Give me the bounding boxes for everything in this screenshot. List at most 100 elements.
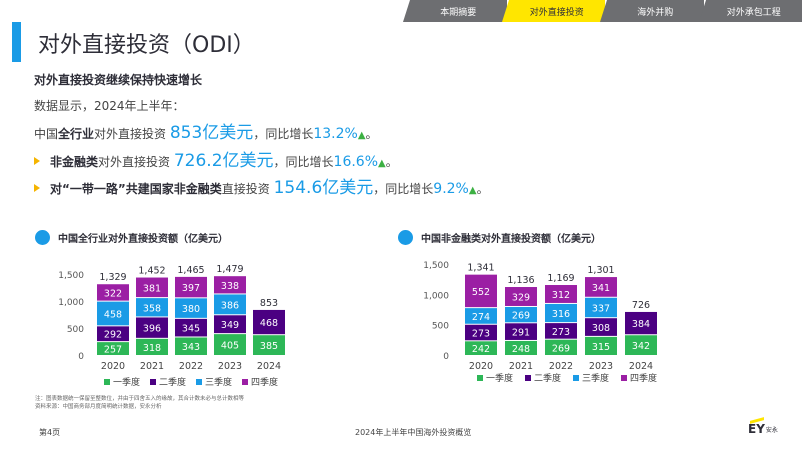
total-label: 1,301	[587, 265, 614, 276]
legend-swatch	[150, 379, 156, 385]
legend-swatch	[104, 379, 110, 385]
text: ，同比增长	[253, 127, 314, 141]
legend-label: 三季度	[582, 372, 609, 384]
bar-segment	[545, 323, 577, 339]
bar-segment	[585, 297, 617, 318]
value: 853亿美元	[169, 123, 254, 143]
total-label: 1,479	[216, 264, 243, 275]
text: ，同比增长	[373, 182, 434, 196]
data-label: 291	[512, 328, 530, 339]
bar-segment	[175, 337, 207, 355]
tab-odi[interactable]: 对外直接投资	[501, 0, 605, 22]
legend-label: 四季度	[630, 372, 657, 384]
total-label: 853	[260, 298, 278, 309]
data-label: 242	[472, 344, 490, 355]
highlight-line-belt-road: 对“一带一路”共建国家非金融类直接投资 154.6亿美元，同比增长9.2%▲。	[34, 173, 489, 198]
footer-title: 2024年上半年中国海外投资概览	[355, 428, 472, 437]
text: 中国	[34, 127, 59, 141]
legend-label: 三季度	[205, 376, 232, 388]
text: 。	[476, 182, 489, 196]
bar-segment	[465, 324, 497, 341]
y-tick-label: 1,000	[58, 298, 84, 308]
tab-label: 对外直接投资	[529, 7, 584, 18]
bar-segment	[214, 294, 246, 315]
bullet-dot-icon	[398, 230, 413, 245]
bar-segment	[465, 341, 497, 355]
up-arrow-icon: ▲	[357, 130, 366, 141]
bar-segment	[505, 340, 537, 355]
chart-title-text: 中国全行业对外直接投资额（亿美元）	[58, 234, 228, 245]
data-label: 343	[182, 342, 200, 353]
x-tick-label: 2023	[589, 361, 613, 372]
total-label: 1,452	[138, 266, 165, 277]
legend-swatch	[477, 375, 483, 381]
chart-nonfinancial-odi: 0 500 1,000 1,500 242 273 274 552 1,341 2020 248 29…	[423, 261, 657, 384]
data-label: 397	[182, 283, 200, 294]
text: 对外直接投资	[94, 127, 170, 141]
total-label: 726	[632, 300, 650, 311]
bar-segment	[214, 315, 246, 334]
x-tick-label: 2024	[629, 361, 653, 372]
bullet-triangle-icon	[34, 184, 40, 192]
data-label: 248	[512, 344, 530, 355]
bar-segment	[545, 285, 577, 303]
bar-segment	[585, 336, 617, 355]
bar-segment	[253, 309, 285, 335]
footnote-source: 资料来源：中国商务部月度简明统计数据，安永分析	[35, 404, 162, 410]
data-label: 386	[221, 300, 239, 311]
bar-segment	[214, 334, 246, 355]
chart-title-text: 中国非金融类对外直接投资额（亿美元）	[421, 234, 601, 245]
data-label: 273	[552, 327, 570, 338]
up-arrow-icon: ▲	[378, 158, 386, 169]
bar-segment	[136, 277, 168, 298]
bar-segment	[625, 335, 657, 355]
data-label: 273	[472, 329, 490, 340]
y-tick-label: 1,000	[423, 291, 449, 301]
y-tick-label: 1,500	[423, 261, 449, 271]
x-tick-label: 2022	[549, 361, 573, 372]
footnote-note: 注：图表数据统一保留至整数位，并由于四舍五入的缘故，其合计数未必与总计数相等	[35, 396, 245, 402]
x-tick-label: 2021	[140, 361, 164, 372]
up-arrow-icon: ▲	[468, 185, 477, 196]
data-label: 342	[632, 341, 650, 352]
section-subtitle: 对外直接投资继续保持快速增长	[34, 73, 203, 87]
top-nav: 本期摘要 对外直接投资 海外并购 对外承包工程	[403, 0, 802, 22]
title-accent-bar	[12, 22, 21, 62]
x-tick-label: 2023	[218, 361, 242, 372]
growth-pct: 13.2%	[313, 126, 358, 142]
text: ，同比增长	[273, 155, 334, 169]
tab-contracting[interactable]: 对外承包工程	[698, 0, 802, 22]
data-label: 308	[592, 323, 610, 334]
bullet-triangle-icon	[34, 157, 40, 165]
y-tick-label: 500	[67, 325, 84, 335]
legend-swatch	[196, 379, 202, 385]
total-label: 1,136	[507, 275, 534, 286]
chart-title-nonfinancial: 中国非金融类对外直接投资额（亿美元）	[398, 230, 601, 245]
data-label: 468	[260, 318, 278, 329]
tab-overseas-ma[interactable]: 海外并购	[600, 0, 704, 22]
bar-segment	[585, 318, 617, 336]
bar-segment	[136, 317, 168, 338]
data-label: 318	[143, 343, 161, 354]
data-label: 292	[104, 330, 122, 341]
bullet-dot-icon	[35, 230, 50, 245]
bar-segment	[175, 298, 207, 318]
bar-segment	[97, 284, 129, 301]
bar-segment	[175, 318, 207, 337]
tab-summary[interactable]: 本期摘要	[403, 0, 507, 22]
footnote: 注：图表数据统一保留至整数位，并由于四舍五入的缘故，其合计数未必与总计数相等 资…	[35, 395, 244, 411]
text-bold: 全行业	[58, 127, 95, 141]
text: 。	[365, 127, 378, 141]
text-bold: 非金融类	[50, 155, 99, 169]
bar-segment	[465, 308, 497, 324]
chart-total-odi: 0 500 1,000 1,500 257 292 458 322 1,329 2020 318 39…	[58, 264, 285, 388]
total-label: 1,465	[177, 265, 204, 276]
bar-segment	[97, 326, 129, 342]
bar-segment	[585, 277, 617, 297]
highlight-line-total: 中国全行业对外直接投资 853亿美元，同比增长13.2%▲。	[34, 118, 378, 143]
legend-label: 一季度	[486, 372, 513, 384]
data-label: 384	[632, 319, 650, 330]
page-number: 第4页	[39, 428, 61, 437]
bar-segment	[97, 342, 129, 355]
legend-label: 四季度	[251, 376, 278, 388]
